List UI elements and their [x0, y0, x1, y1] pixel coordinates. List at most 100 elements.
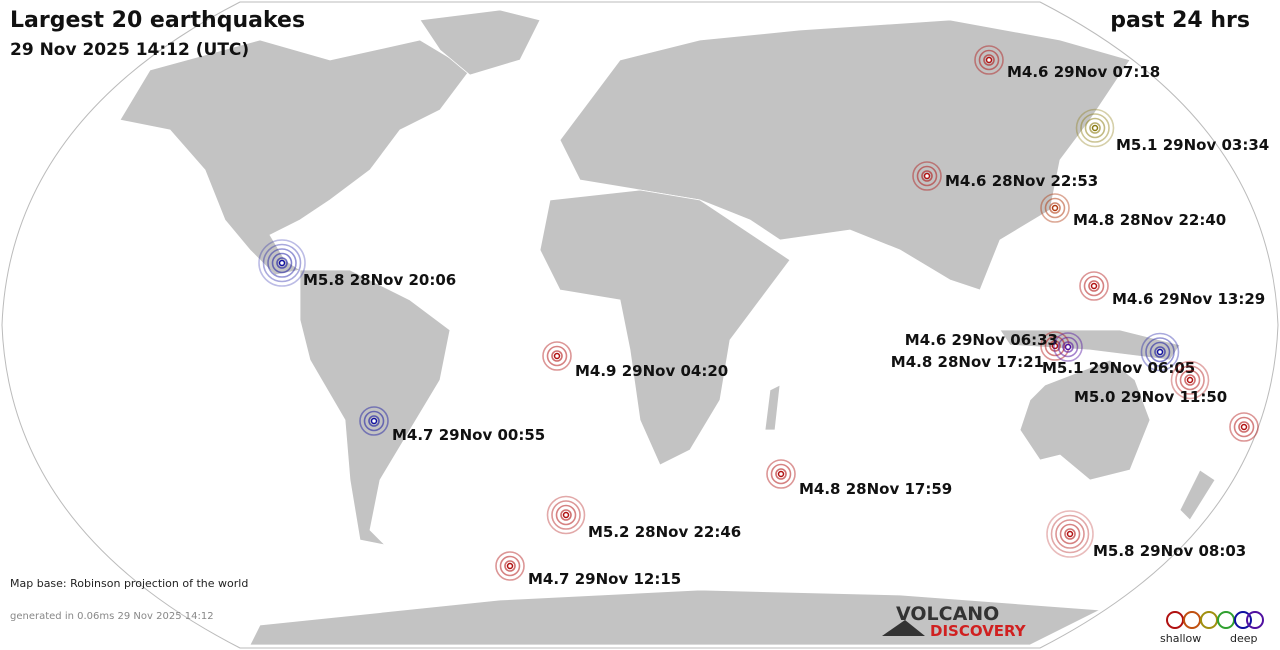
ring: [1080, 113, 1110, 143]
ring: [1154, 346, 1166, 358]
center: [1090, 282, 1098, 290]
ring: [546, 345, 568, 367]
ring: [1175, 365, 1205, 395]
ring: [1184, 374, 1196, 386]
center: [777, 470, 785, 478]
quake-label: M5.1 29Nov 06:05: [1042, 359, 1195, 377]
quake-label: M5.2 28Nov 22:46: [588, 523, 741, 541]
ring: [1044, 335, 1066, 357]
ring: [359, 406, 389, 436]
center: [562, 511, 570, 519]
depth-legend: [1166, 611, 1264, 629]
quake: M4.7 29Nov 00:55: [359, 406, 545, 444]
ring: [921, 170, 933, 182]
center: [1051, 204, 1059, 212]
map-base: Map base: Robinson projection of the wor…: [10, 577, 248, 590]
quake-label: M4.8 28Nov 17:59: [799, 480, 952, 498]
quake: M5.2 28Nov 22:46: [546, 495, 741, 541]
center: [506, 562, 514, 570]
quake-label: M4.6 29Nov 13:29: [1112, 290, 1265, 308]
ring: [1083, 275, 1105, 297]
quake: M5.1 29Nov 06:05: [1042, 332, 1195, 377]
quake-label: M4.6 29Nov 06:33: [905, 331, 1058, 349]
quake: M5.0 29Nov 11:50: [1074, 360, 1227, 406]
quake-label: M4.6 29Nov 07:18: [1007, 63, 1160, 81]
quake: M4.8 28Nov 17:59: [766, 459, 952, 498]
ring: [1055, 519, 1085, 549]
quake-label: M5.1 29Nov 03:34: [1116, 136, 1269, 154]
center: [1240, 423, 1248, 431]
ring: [770, 463, 792, 485]
center: [1186, 376, 1194, 384]
ring: [974, 45, 1004, 75]
ring: [1233, 416, 1255, 438]
quake: M4.8 28Nov 17:21: [891, 332, 1083, 371]
center: [985, 56, 993, 64]
quake-label: M4.6 28Nov 22:53: [945, 172, 1098, 190]
center: [1156, 348, 1164, 356]
ring: [1075, 108, 1115, 148]
ring: [267, 248, 297, 278]
ring: [504, 560, 516, 572]
title: Largest 20 earthquakes: [10, 8, 305, 33]
ring: [1229, 412, 1259, 442]
generated: generated in 0.06ms 29 Nov 2025 14:12: [10, 611, 214, 622]
legend-shallow: shallow: [1160, 632, 1201, 645]
ring: [1057, 336, 1079, 358]
ring: [1170, 360, 1210, 400]
quake-label: M4.9 29Nov 04:20: [575, 362, 728, 380]
quake: M5.1 29Nov 03:34: [1075, 108, 1269, 154]
center: [1051, 342, 1059, 350]
ring: [551, 500, 581, 530]
quake-label: M4.7 29Nov 00:55: [392, 426, 545, 444]
ring: [551, 350, 563, 362]
quake-label: M4.7 29Nov 12:15: [528, 570, 681, 588]
land: [119, 9, 1216, 646]
ring: [495, 551, 525, 581]
ring: [1238, 421, 1250, 433]
quake-label: M5.8 28Nov 20:06: [303, 271, 456, 289]
quake: M5.8 29Nov 08:03: [1046, 510, 1246, 560]
ring: [1059, 523, 1081, 545]
quake: M4.7 29Nov 12:15: [495, 551, 681, 588]
ring: [1062, 341, 1074, 353]
ring: [1053, 332, 1083, 362]
ring: [1145, 337, 1175, 367]
ring: [555, 504, 577, 526]
center: [1066, 530, 1074, 538]
quake-label: M4.8 28Nov 22:40: [1073, 211, 1226, 229]
ring: [262, 243, 302, 283]
quake: M4.9 29Nov 04:20: [542, 341, 728, 380]
ring: [258, 239, 306, 287]
center: [553, 352, 561, 360]
subtitle: 29 Nov 2025 14:12 (UTC): [10, 40, 249, 60]
ring: [916, 165, 938, 187]
ring: [1088, 280, 1100, 292]
ring: [1140, 332, 1180, 372]
ring: [766, 459, 796, 489]
ring: [276, 257, 288, 269]
ring: [368, 415, 380, 427]
ring: [978, 49, 1000, 71]
ring: [271, 252, 293, 274]
ring: [912, 161, 942, 191]
quake: M4.6 29Nov 13:29: [1079, 271, 1265, 308]
ring: [542, 341, 572, 371]
ring: [1044, 197, 1066, 219]
ring: [1084, 117, 1106, 139]
ring: [983, 54, 995, 66]
ring: [1049, 202, 1061, 214]
ring: [1149, 341, 1171, 363]
logo-line1: VOLCANO: [896, 603, 999, 625]
period: past 24 hrs: [1110, 8, 1250, 33]
quake-label: M5.0 29Nov 11:50: [1074, 388, 1227, 406]
ring: [546, 495, 586, 535]
ring: [363, 410, 385, 432]
center: [1091, 124, 1099, 132]
center: [278, 259, 286, 267]
quake: M4.6 29Nov 07:18: [974, 45, 1160, 81]
logo-line2: DISCOVERY: [930, 622, 1027, 640]
ring: [1046, 510, 1094, 558]
ring: [1064, 528, 1076, 540]
